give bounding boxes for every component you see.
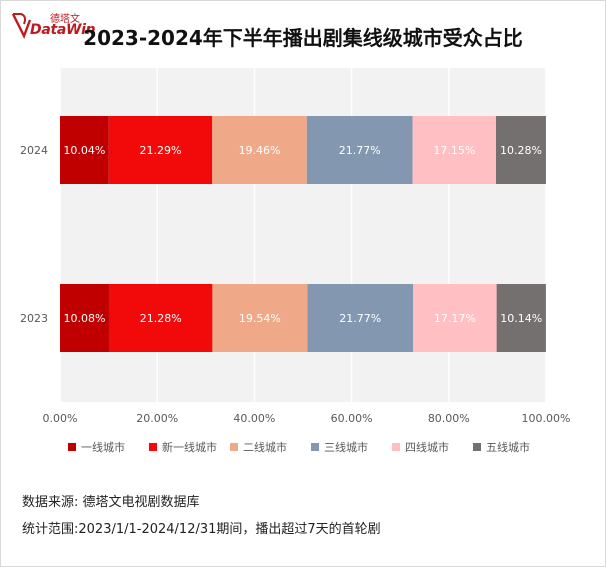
chart-title: 2023-2024年下半年播出剧集线级城市受众占比: [83, 26, 523, 50]
bar-segment: [495, 116, 546, 184]
y-tick-label: 2024: [20, 144, 48, 157]
legend-label: 五线城市: [486, 440, 530, 454]
x-tick-label: 40.00%: [233, 412, 275, 425]
bar-segment: [496, 284, 546, 352]
legend-label: 四线城市: [405, 440, 449, 454]
data-label: 10.08%: [64, 312, 106, 325]
legend-swatch: [149, 443, 157, 451]
data-scope-note: 统计范围:2023/1/1-2024/12/31期间，播出超过7天的首轮剧: [22, 522, 381, 537]
legend-swatch: [311, 443, 319, 451]
data-label: 10.28%: [500, 144, 542, 157]
x-tick-label: 80.00%: [428, 412, 470, 425]
bar-segment: [212, 116, 307, 184]
x-tick-label: 60.00%: [331, 412, 373, 425]
legend-label: 新一线城市: [162, 440, 217, 454]
data-label: 19.54%: [239, 312, 281, 325]
data-label: 21.29%: [140, 144, 182, 157]
datawin-logo: 德塔文 DataWin: [10, 8, 96, 42]
logo-en-text: DataWin: [30, 22, 96, 38]
stacked-bar-chart: 0.00% 20.00% 40.00% 60.00% 80.00% 100.00% 2024…: [20, 68, 571, 454]
data-source-note: 数据来源: 德塔文电视剧数据库: [22, 495, 200, 510]
legend-swatch: [230, 443, 238, 451]
x-tick-label: 100.00%: [522, 412, 571, 425]
data-label: 17.15%: [433, 144, 475, 157]
x-tick-label: 0.00%: [43, 412, 78, 425]
data-label: 17.17%: [434, 312, 476, 325]
legend-swatch: [68, 443, 76, 451]
data-label: 21.28%: [140, 312, 182, 325]
bar-segment: [108, 116, 213, 184]
bar-segment: [60, 284, 109, 352]
bar-segment: [212, 284, 308, 352]
data-label: 19.46%: [239, 144, 281, 157]
logo-cn-text: 德塔文: [50, 14, 80, 25]
legend-label: 一线城市: [81, 440, 125, 454]
legend-swatch: [392, 443, 400, 451]
bar-segment: [307, 284, 414, 352]
data-label: 10.14%: [500, 312, 542, 325]
legend-label: 三线城市: [324, 440, 368, 454]
data-label: 21.77%: [339, 144, 381, 157]
bar-segment: [413, 284, 497, 352]
legend-label: 二线城市: [243, 440, 287, 454]
legend-swatch: [473, 443, 481, 451]
bar-segment: [306, 116, 413, 184]
bar-segment: [412, 116, 496, 184]
data-label: 21.77%: [339, 312, 381, 325]
bar-segment: [108, 284, 213, 352]
x-tick-label: 20.00%: [136, 412, 178, 425]
data-label: 10.04%: [63, 144, 105, 157]
y-tick-label: 2023: [20, 312, 48, 325]
bar-segment: [60, 116, 109, 184]
datawin-logo-mark-icon: [11, 13, 32, 39]
